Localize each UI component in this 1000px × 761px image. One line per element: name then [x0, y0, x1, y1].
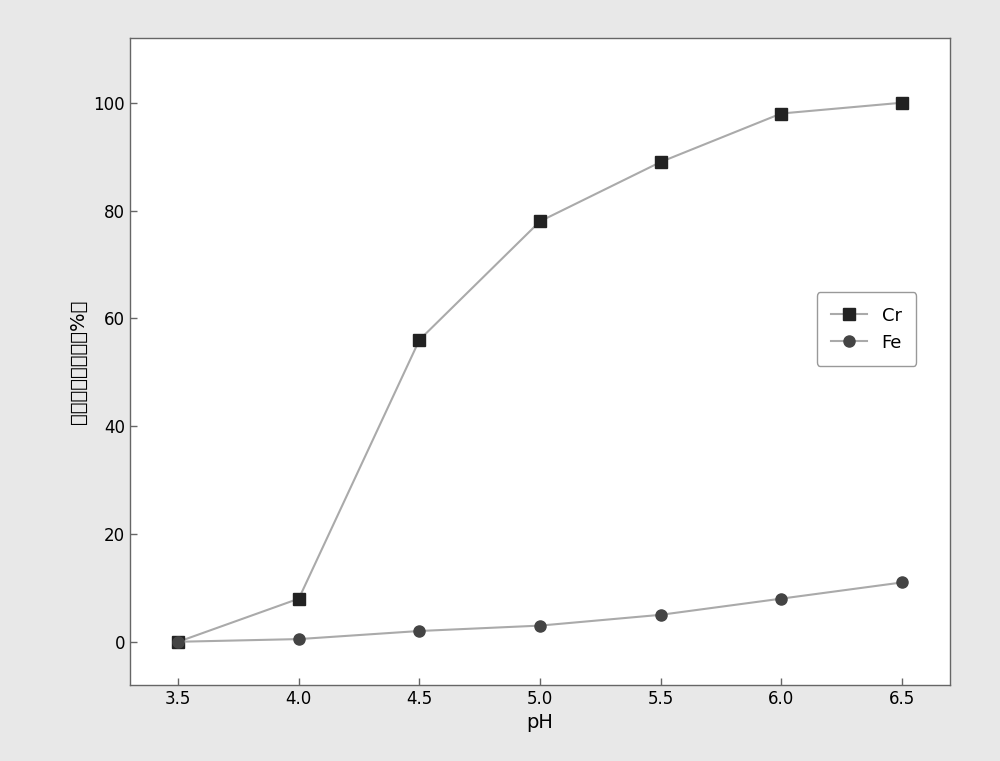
Line: Cr: Cr — [173, 97, 907, 648]
X-axis label: pH: pH — [527, 713, 553, 732]
Fe — [293, 635, 305, 644]
Cr — [534, 217, 546, 226]
Cr — [775, 109, 787, 118]
Fe — [413, 626, 425, 635]
Fe — [896, 578, 908, 587]
Cr — [655, 158, 667, 167]
Cr — [413, 336, 425, 345]
Fe — [534, 621, 546, 630]
Legend: Cr, Fe: Cr, Fe — [817, 292, 916, 366]
Y-axis label: 鐵、铬的沉淀率（%）: 鐵、铬的沉淀率（%） — [69, 299, 88, 424]
Cr — [172, 637, 184, 646]
Line: Fe: Fe — [173, 577, 907, 648]
Fe — [655, 610, 667, 619]
Cr — [896, 98, 908, 107]
Fe — [775, 594, 787, 603]
Fe — [172, 637, 184, 646]
Cr — [293, 594, 305, 603]
